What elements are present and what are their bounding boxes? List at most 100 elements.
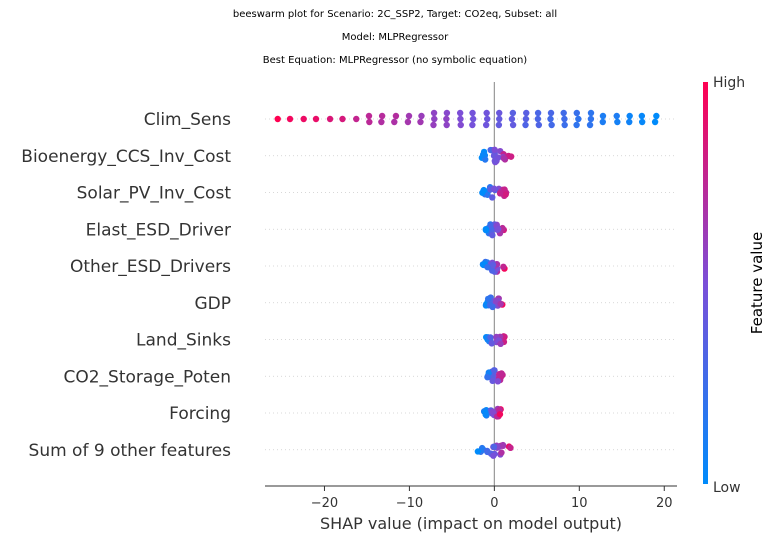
data-point	[561, 115, 568, 123]
data-point	[522, 121, 529, 129]
data-point	[507, 444, 514, 452]
data-point	[488, 223, 495, 230]
data-point	[430, 121, 437, 129]
data-point	[638, 112, 646, 120]
colorbar-low-label: Low	[713, 480, 741, 496]
data-point	[474, 448, 482, 455]
data-point	[353, 115, 360, 123]
data-point	[575, 115, 582, 123]
x-tick-label: −20	[311, 496, 338, 511]
data-point	[326, 115, 334, 123]
data-point	[653, 112, 660, 120]
data-point	[561, 121, 568, 129]
data-point	[469, 121, 476, 129]
feature-label: Land_Sinks	[136, 331, 231, 351]
data-point	[457, 121, 464, 129]
data-point	[496, 115, 503, 123]
chart-title-line-3: Best Equation: MLPRegressor (no symbolic…	[262, 55, 528, 66]
data-point	[491, 146, 498, 154]
data-point	[418, 112, 425, 120]
data-point	[535, 121, 543, 129]
data-point	[366, 118, 373, 126]
colorbar-high-label: High	[713, 75, 745, 91]
x-tick-label: −10	[396, 496, 423, 511]
data-point	[487, 334, 494, 341]
data-point	[457, 115, 464, 123]
data-point	[489, 303, 496, 311]
data-point	[480, 187, 488, 194]
data-point	[469, 115, 477, 123]
data-point	[599, 118, 606, 126]
data-point	[391, 118, 398, 126]
data-point	[378, 118, 385, 126]
data-point	[496, 190, 504, 197]
data-point	[482, 226, 490, 234]
x-tick-label: 20	[656, 496, 673, 511]
data-point	[484, 374, 491, 381]
chart-title-line-2: Model: MLPRegressor	[341, 32, 449, 43]
data-point	[430, 109, 438, 117]
data-point	[548, 121, 555, 129]
data-point	[443, 115, 450, 123]
data-point	[498, 370, 505, 377]
data-point	[417, 118, 424, 126]
data-point	[483, 109, 490, 117]
data-point	[274, 115, 281, 123]
data-point	[499, 442, 507, 450]
data-point	[586, 121, 594, 129]
feature-label: Elast_ESD_Driver	[86, 220, 231, 240]
colorbar-gradient	[703, 82, 708, 484]
data-point	[501, 186, 508, 193]
data-point	[378, 112, 386, 120]
data-point	[481, 156, 489, 163]
data-point	[489, 231, 496, 239]
data-point	[497, 300, 504, 308]
data-point	[509, 109, 517, 117]
data-point	[490, 367, 498, 374]
feature-label: Forcing	[169, 404, 231, 424]
data-point	[502, 191, 509, 198]
data-point	[489, 261, 497, 269]
data-point	[494, 378, 502, 385]
data-point	[392, 112, 400, 120]
data-point	[490, 452, 497, 459]
feature-label: Solar_PV_Inv_Cost	[77, 184, 232, 204]
data-point	[497, 340, 504, 348]
data-point	[482, 121, 490, 129]
data-point	[489, 377, 496, 385]
colorbar-title: Feature value	[748, 232, 766, 334]
chart-title-line-1: beeswarm plot for Scenario: 2C_SSP2, Tar…	[232, 9, 558, 20]
data-point	[339, 115, 346, 123]
data-point	[587, 109, 595, 117]
data-point	[492, 297, 500, 305]
data-point	[495, 121, 503, 129]
data-point	[498, 449, 505, 456]
data-point	[626, 118, 633, 126]
data-point	[496, 109, 503, 117]
data-point	[599, 112, 607, 120]
x-axis-label: SHAP value (impact on model output)	[320, 514, 622, 533]
data-point	[469, 109, 476, 117]
x-tick-label: 0	[490, 496, 498, 511]
data-point	[534, 115, 542, 123]
data-point	[443, 109, 451, 117]
data-point	[613, 112, 620, 120]
feature-label: Bioenergy_CCS_Inv_Cost	[21, 147, 231, 167]
data-point	[523, 109, 530, 117]
data-point	[488, 340, 495, 347]
feature-label: CO2_Storage_Poten	[63, 367, 231, 387]
data-point	[614, 118, 621, 126]
data-point	[312, 115, 320, 123]
data-point	[443, 121, 450, 129]
data-point	[484, 447, 491, 455]
data-point	[573, 121, 580, 129]
data-point	[489, 194, 496, 201]
data-point	[547, 115, 554, 123]
data-point	[534, 109, 542, 117]
data-point	[507, 153, 515, 160]
data-point	[509, 121, 517, 129]
data-point	[500, 263, 507, 270]
feature-label: Other_ESD_Drivers	[70, 257, 231, 277]
data-point	[489, 408, 497, 416]
